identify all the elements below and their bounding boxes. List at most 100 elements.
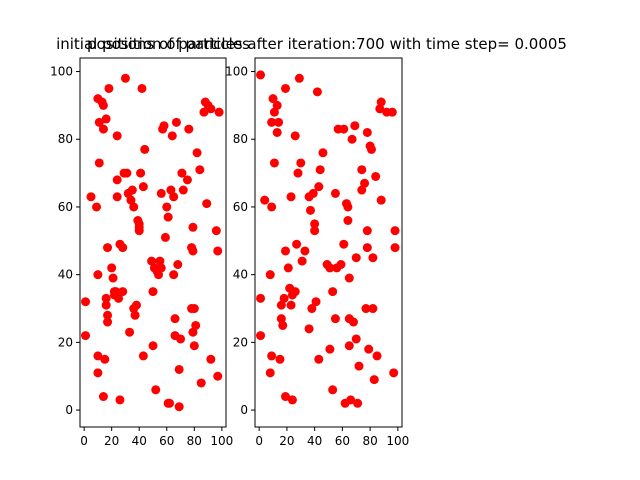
data-point (81, 331, 91, 341)
data-point (196, 378, 206, 388)
data-point (297, 256, 307, 266)
y-tick-label: 0 (240, 403, 248, 417)
data-point (159, 121, 169, 131)
data-point (184, 124, 194, 134)
data-point (94, 158, 104, 168)
data-point (199, 107, 209, 117)
data-point (296, 158, 306, 168)
data-point (100, 354, 110, 364)
data-point (276, 300, 286, 310)
data-point (362, 226, 372, 236)
data-point (353, 398, 363, 408)
data-point (98, 124, 108, 134)
data-point (188, 222, 198, 232)
data-point (154, 270, 164, 280)
data-point (339, 124, 349, 134)
data-point (372, 351, 382, 361)
data-point (81, 297, 91, 307)
data-point (336, 260, 346, 270)
data-point (279, 293, 289, 303)
data-point (107, 263, 117, 273)
data-point (267, 351, 277, 361)
data-point (376, 97, 386, 107)
data-point (131, 300, 141, 310)
data-point (369, 375, 379, 385)
data-point (92, 202, 102, 212)
plot-frame-right (254, 57, 403, 428)
data-point (318, 148, 328, 158)
data-point (344, 273, 354, 283)
data-point (151, 385, 161, 395)
data-point (267, 117, 277, 127)
data-point (101, 293, 111, 303)
data-point (103, 317, 113, 327)
data-point (114, 293, 124, 303)
data-point (360, 178, 370, 188)
x-tick-label: 0 (255, 434, 263, 448)
x-tick-label: 80 (187, 434, 202, 448)
data-point (147, 256, 157, 266)
data-point (188, 246, 198, 256)
chart-title-left: initial position of particles (56, 35, 250, 53)
data-point (268, 94, 278, 104)
data-point (127, 185, 137, 195)
x-tick-label: 20 (279, 434, 294, 448)
data-point (118, 287, 128, 297)
chart-final-positions: 0 20 40 60 80 100 0 20 40 60 80 100 (225, 57, 409, 448)
data-point (375, 104, 385, 114)
data-point (112, 192, 122, 202)
data-point (275, 354, 285, 364)
data-point (272, 100, 282, 110)
y-tick-label: 80 (233, 132, 248, 146)
x-tick-label: 60 (335, 434, 350, 448)
data-point (314, 354, 324, 364)
data-point (256, 70, 266, 80)
data-point (290, 131, 300, 141)
data-point (286, 300, 296, 310)
data-point (281, 392, 291, 402)
data-point (300, 246, 310, 256)
x-tick-label: 40 (132, 434, 147, 448)
data-point (182, 175, 192, 185)
data-point (140, 144, 150, 154)
data-point (294, 73, 304, 83)
x-tick-label: 0 (80, 434, 88, 448)
x-tick-label: 60 (159, 434, 174, 448)
data-point (176, 334, 186, 344)
data-point (156, 188, 166, 198)
data-point (160, 232, 170, 242)
data-point (269, 158, 279, 168)
data-point (310, 226, 320, 236)
data-point (276, 314, 286, 324)
data-point (328, 385, 338, 395)
data-point (330, 188, 340, 198)
data-point (104, 83, 114, 93)
data-point (112, 175, 122, 185)
data-point (93, 270, 103, 280)
data-point (310, 219, 320, 229)
data-point (390, 243, 400, 253)
x-tick-label: 40 (307, 434, 322, 448)
data-point (354, 361, 364, 371)
y-tick-label: 20 (233, 335, 248, 349)
data-point (287, 395, 297, 405)
data-point (272, 127, 282, 137)
data-point (366, 144, 376, 154)
data-point (328, 287, 338, 297)
data-point (361, 304, 371, 314)
data-point (108, 273, 118, 283)
data-point (290, 287, 300, 297)
data-point (376, 195, 386, 205)
data-point (307, 304, 317, 314)
data-point (101, 114, 111, 124)
y-tick-label: 100 (225, 65, 248, 79)
data-point (260, 195, 270, 205)
data-point (368, 253, 378, 263)
data-point (256, 293, 266, 303)
data-point (165, 398, 175, 408)
data-point (148, 341, 158, 351)
y-tick-label: 100 (50, 65, 73, 79)
data-point (293, 168, 303, 178)
data-point (343, 215, 353, 225)
